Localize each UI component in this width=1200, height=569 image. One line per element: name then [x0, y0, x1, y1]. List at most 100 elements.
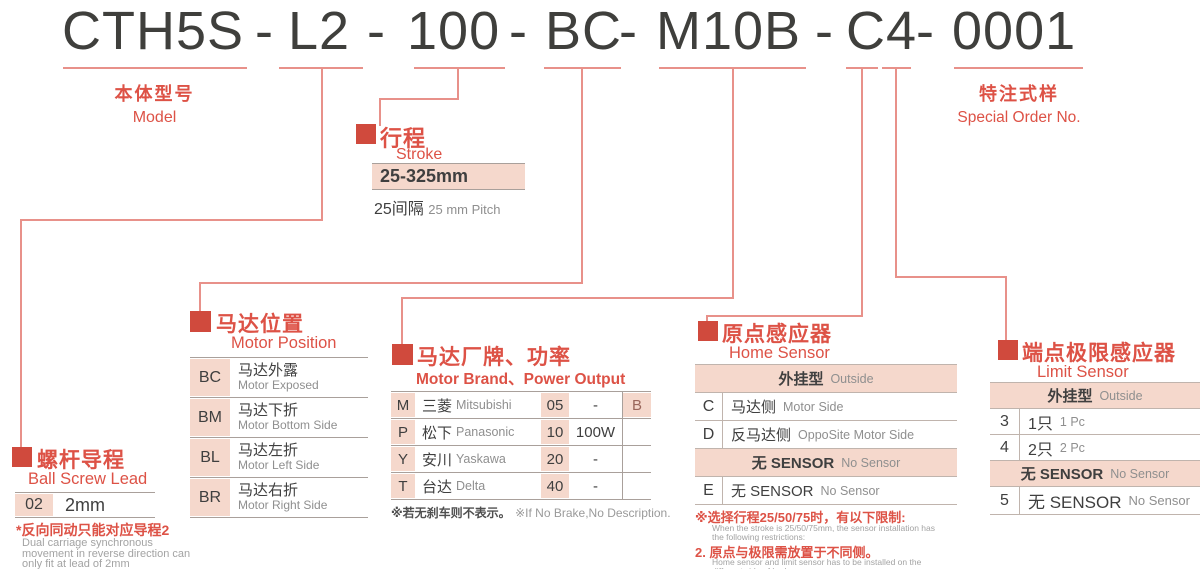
section-bullet-icon — [698, 321, 718, 341]
table-row: T 台达 Delta 40 - — [391, 472, 651, 499]
power-code: 20 — [541, 447, 569, 471]
brand-code: Y — [391, 447, 415, 471]
motor-position-en: Motor Left Side — [238, 458, 320, 472]
model-label-zh: 本体型号 — [114, 84, 195, 104]
table-row: BR 马达右折 Motor Right Side — [190, 477, 368, 517]
code-segment-lead: L2 — [288, 1, 351, 61]
motor-position-zh: 马达下折 — [238, 402, 299, 419]
code-segment-special-order: 0001 — [952, 1, 1077, 61]
brand-zh: 松下 — [422, 424, 453, 442]
limit-sensor-table: 外挂型 Outside 3 1只 1 Pc 4 2只 2 Pc 无 SENSOR… — [990, 382, 1200, 515]
lead-note-zh: *反向同动只能对应导程2 — [16, 522, 170, 538]
limit-sensor-code: 5 — [990, 487, 1020, 514]
brand-en: Yaskawa — [456, 452, 506, 466]
home-sensor-note2-en: Home sensor and limit sensor has to be i… — [712, 558, 921, 569]
brand-code: T — [391, 474, 415, 498]
brand-en: Panasonic — [456, 425, 515, 439]
lead-code-cell: 02 — [15, 494, 53, 516]
brake-cell — [623, 473, 651, 499]
home-sensor-title-zh: 原点感应器 — [722, 323, 832, 346]
brand-zh: 三菱 — [422, 397, 453, 415]
motor-position-code: BC — [190, 359, 230, 396]
power-code: 40 — [541, 474, 569, 498]
home-sensor-title-en: Home Sensor — [729, 344, 830, 362]
brand-zh: 台达 — [422, 478, 453, 496]
home-sensor-zh: 无 SENSOR — [731, 483, 814, 500]
limit-sensor-title-en: Limit Sensor — [1037, 363, 1129, 381]
motor-position-zh: 马达右折 — [238, 482, 299, 499]
home-sensor-zh: 马达侧 — [731, 399, 777, 416]
motor-position-en: Motor Exposed — [238, 378, 319, 392]
home-sensor-en: No Sensor — [820, 483, 880, 498]
motor-position-en: Motor Bottom Side — [238, 418, 338, 432]
limit-sensor-group1-zh: 外挂型 — [1047, 388, 1093, 405]
table-row: P 松下 Panasonic 10 100W — [391, 418, 651, 445]
home-sensor-zh: 反马达侧 — [731, 427, 792, 444]
limit-sensor-zh: 无 SENSOR — [1028, 493, 1122, 512]
table-row: 4 2只 2 Pc — [990, 434, 1200, 460]
table-row: E 无 SENSOR No Sensor — [695, 476, 957, 504]
brake-cell: B — [623, 393, 651, 417]
table-row: C 马达侧 Motor Side — [695, 392, 957, 420]
motor-position-table: BC 马达外露 Motor Exposed BM 马达下折 Motor Bottom… — [190, 357, 368, 518]
code-segment-stroke: 100 — [407, 1, 501, 61]
motor-position-code: BR — [190, 479, 230, 516]
limit-sensor-title-zh: 端点极限感应器 — [1022, 342, 1176, 365]
section-bullet-icon — [12, 447, 32, 467]
section-bullet-icon — [190, 311, 211, 332]
home-sensor-code: C — [695, 393, 723, 420]
home-sensor-note2-zh: 2. 原点与极限需放置于不同侧。 — [695, 545, 879, 560]
brake-cell — [623, 446, 651, 472]
brand-en: Mitsubishi — [456, 398, 512, 412]
stroke-pitch-en: 25 mm Pitch — [428, 202, 501, 217]
dash-separator: - — [815, 1, 834, 61]
motor-brand-footnote: ※若无刹车则不表示。 ※If No Brake,No Description. — [391, 504, 671, 522]
code-segment-sensors: C4 — [846, 1, 918, 61]
brake-cell — [623, 419, 651, 445]
table-row-group-header: 无 SENSOR No Sensor — [990, 460, 1200, 486]
table-row-group-header: 无 SENSOR No Sensor — [695, 448, 957, 476]
lead-note-en-line2: movement in reverse direction can — [22, 547, 191, 560]
code-segment-motor-brand: M10B — [656, 1, 802, 61]
motor-brand-title-zh: 马达厂牌、功率 — [417, 346, 571, 369]
section-bullet-icon — [356, 124, 376, 144]
brand-en: Delta — [456, 479, 486, 493]
dash-separator: - — [255, 1, 274, 61]
dash-separator: - — [916, 1, 935, 61]
note-line: Home sensor and limit sensor has to be i… — [712, 557, 922, 567]
lead-note-en-line1: Dual carriage synchronous — [22, 537, 153, 549]
table-row: BM 马达下折 Motor Bottom Side — [190, 397, 368, 437]
home-sensor-code: E — [695, 477, 723, 504]
table-row: 3 1只 1 Pc — [990, 408, 1200, 434]
table-row-group-header: 外挂型 Outside — [990, 382, 1200, 408]
lead-value-cell: 2mm — [65, 494, 105, 515]
code-segment-body: CTH5S — [62, 1, 245, 61]
dash-separator: - — [509, 1, 528, 61]
table-row: Y 安川 Yaskawa 20 - — [391, 445, 651, 472]
motor-position-zh: 马达外露 — [238, 362, 299, 379]
table-row-group-header: 外挂型 Outside — [695, 364, 957, 392]
special-order-label: 特注式样 Special Order No. — [945, 80, 1093, 127]
motor-position-code: BM — [190, 399, 230, 436]
brand-zh: 安川 — [422, 451, 453, 469]
limit-sensor-group1-en: Outside — [1099, 388, 1143, 403]
limit-sensor-code: 4 — [990, 435, 1020, 460]
home-sensor-note1-zh: ※选择行程25/50/75时，有以下限制: — [695, 510, 906, 525]
ball-screw-lead-title-en: Ball Screw Lead — [28, 470, 148, 488]
home-sensor-en: Motor Side — [783, 399, 844, 414]
limit-sensor-zh: 2只 — [1028, 441, 1053, 459]
stroke-range-cell: 25-325mm — [372, 163, 525, 190]
home-sensor-group2-en: No Sensor — [841, 455, 901, 470]
table-row: D 反马达侧 OppoSite Motor Side — [695, 420, 957, 448]
lead-note-en: Dual carriage synchronous movement in re… — [22, 538, 190, 569]
motor-position-title-en: Motor Position — [231, 334, 337, 352]
home-sensor-code: D — [695, 421, 723, 448]
table-row: BC 马达外露 Motor Exposed — [190, 357, 368, 397]
power-value: - — [569, 392, 623, 418]
motor-brand-title-en: Motor Brand、Power Output — [416, 371, 626, 388]
stroke-title-zh: 行程 — [380, 126, 427, 151]
special-order-en: Special Order No. — [957, 109, 1081, 126]
limit-sensor-group2-zh: 无 SENSOR — [1020, 466, 1104, 483]
ball-screw-lead-title-zh: 螺杆导程 — [37, 449, 125, 472]
